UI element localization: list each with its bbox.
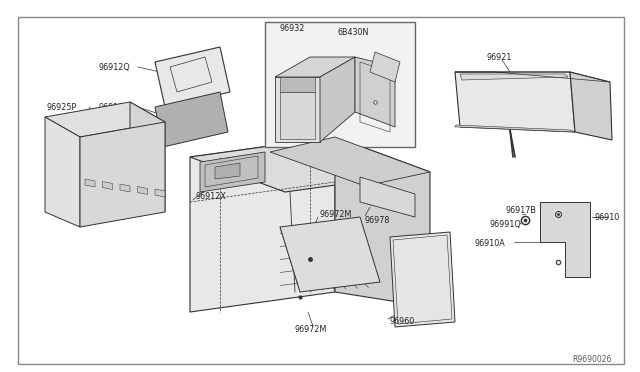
- Polygon shape: [335, 137, 430, 307]
- Polygon shape: [370, 52, 400, 82]
- Polygon shape: [155, 47, 230, 107]
- Polygon shape: [155, 92, 228, 147]
- Polygon shape: [540, 202, 590, 277]
- Polygon shape: [155, 189, 165, 197]
- Polygon shape: [138, 186, 147, 195]
- Polygon shape: [275, 57, 355, 77]
- Polygon shape: [215, 163, 240, 179]
- Polygon shape: [190, 137, 430, 192]
- Polygon shape: [80, 122, 165, 227]
- Text: 96910: 96910: [595, 212, 620, 221]
- Polygon shape: [130, 102, 165, 212]
- Text: 96991Q: 96991Q: [490, 219, 522, 228]
- Text: 96972M: 96972M: [320, 209, 353, 218]
- Text: 6B430N: 6B430N: [338, 28, 369, 36]
- Polygon shape: [280, 92, 315, 139]
- Polygon shape: [355, 57, 395, 127]
- Polygon shape: [85, 179, 95, 187]
- Polygon shape: [200, 152, 265, 192]
- Text: 96912X: 96912X: [195, 192, 226, 201]
- Text: 96912Q: 96912Q: [98, 62, 130, 71]
- Text: 96921: 96921: [487, 52, 513, 61]
- Text: 96917B: 96917B: [506, 205, 537, 215]
- Text: 96925P: 96925P: [46, 103, 76, 112]
- Text: 96972M: 96972M: [295, 324, 328, 334]
- Polygon shape: [455, 125, 575, 132]
- Polygon shape: [570, 72, 612, 140]
- Text: 96910A: 96910A: [475, 240, 506, 248]
- Polygon shape: [270, 137, 430, 186]
- Text: 96916M: 96916M: [98, 103, 130, 112]
- Polygon shape: [360, 177, 415, 217]
- Polygon shape: [45, 102, 165, 137]
- Text: 96932: 96932: [280, 23, 305, 32]
- Polygon shape: [320, 57, 355, 142]
- Text: 96978: 96978: [365, 215, 390, 224]
- Polygon shape: [390, 232, 455, 327]
- Polygon shape: [45, 117, 80, 227]
- Polygon shape: [280, 77, 315, 92]
- Polygon shape: [455, 72, 575, 132]
- Text: R9690026: R9690026: [573, 356, 612, 365]
- Polygon shape: [280, 217, 380, 292]
- Polygon shape: [460, 74, 568, 80]
- Polygon shape: [265, 22, 415, 147]
- Polygon shape: [275, 77, 320, 142]
- Polygon shape: [120, 184, 130, 192]
- Polygon shape: [190, 137, 335, 312]
- Text: 96960: 96960: [390, 317, 415, 327]
- Polygon shape: [102, 182, 113, 189]
